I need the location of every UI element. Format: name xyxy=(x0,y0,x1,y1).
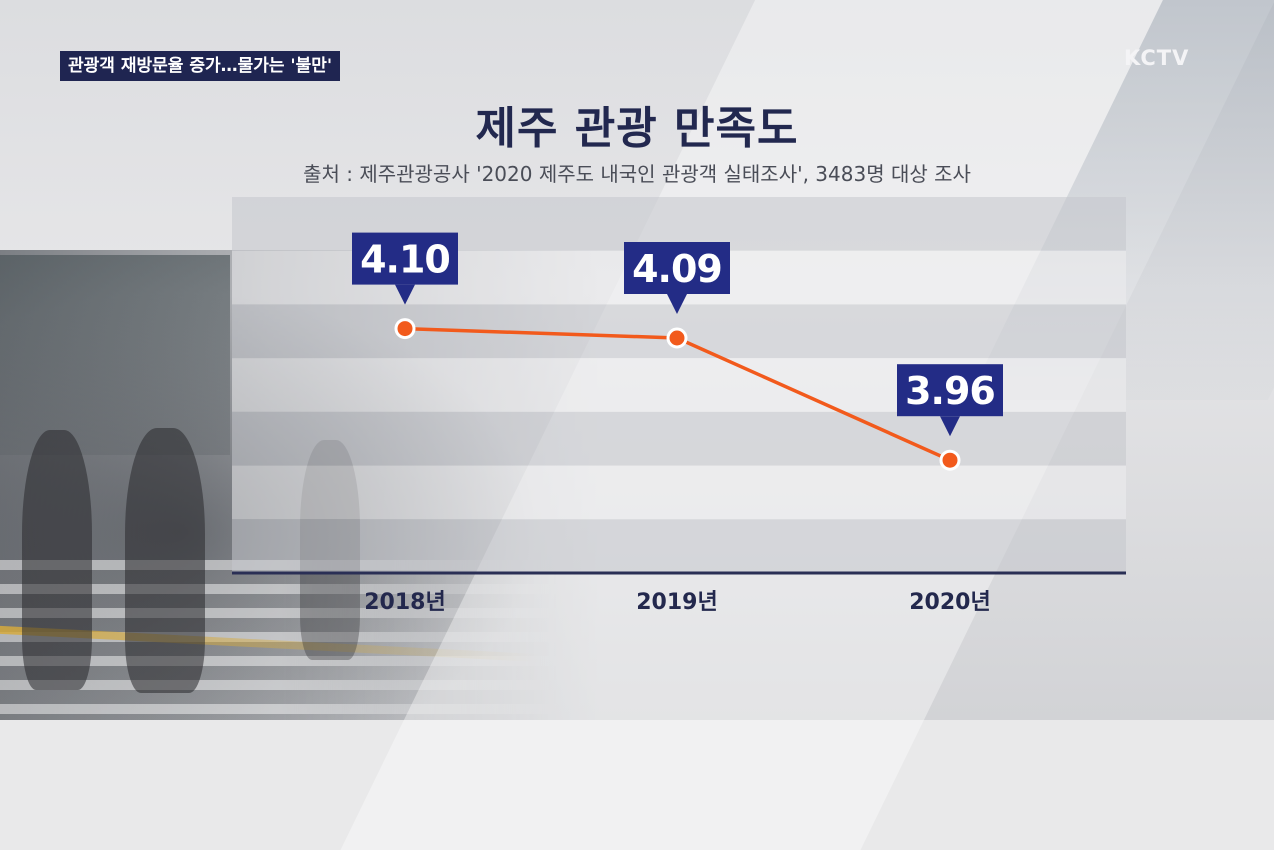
broadcaster-logo: KCTV xyxy=(1124,46,1190,70)
grid-band xyxy=(232,411,1126,466)
background-building xyxy=(0,255,230,455)
data-label-pointer xyxy=(395,284,415,305)
background-person xyxy=(22,430,92,690)
news-headline: 관광객 재방문율 증가…물가는 '불만' xyxy=(60,51,341,81)
data-point xyxy=(666,327,688,349)
background-person xyxy=(125,428,205,693)
line-chart: 4.10 2018년 4.09 2019년 3.96 2020년 xyxy=(232,197,1126,615)
x-tick-label: 2019년 xyxy=(636,590,717,615)
chart-subtitle: 출처 : 제주관광공사 '2020 제주도 내국인 관광객 실태조사', 348… xyxy=(303,162,971,186)
data-point xyxy=(939,449,961,471)
data-label-box xyxy=(897,364,1003,417)
data-point xyxy=(394,318,416,340)
data-label: 4.10 xyxy=(360,238,450,282)
grid-band xyxy=(232,465,1126,520)
data-label-box xyxy=(624,242,730,294)
data-label: 4.09 xyxy=(632,247,722,291)
chart-title: 제주 관광 만족도 xyxy=(475,103,799,154)
x-tick-label: 2020년 xyxy=(909,590,990,615)
x-tick-label: 2018년 xyxy=(364,590,445,615)
grid-band xyxy=(232,519,1126,573)
data-label-box xyxy=(352,232,458,285)
data-label-pointer xyxy=(667,294,687,314)
data-label: 3.96 xyxy=(905,369,995,413)
data-label-pointer xyxy=(940,416,960,437)
